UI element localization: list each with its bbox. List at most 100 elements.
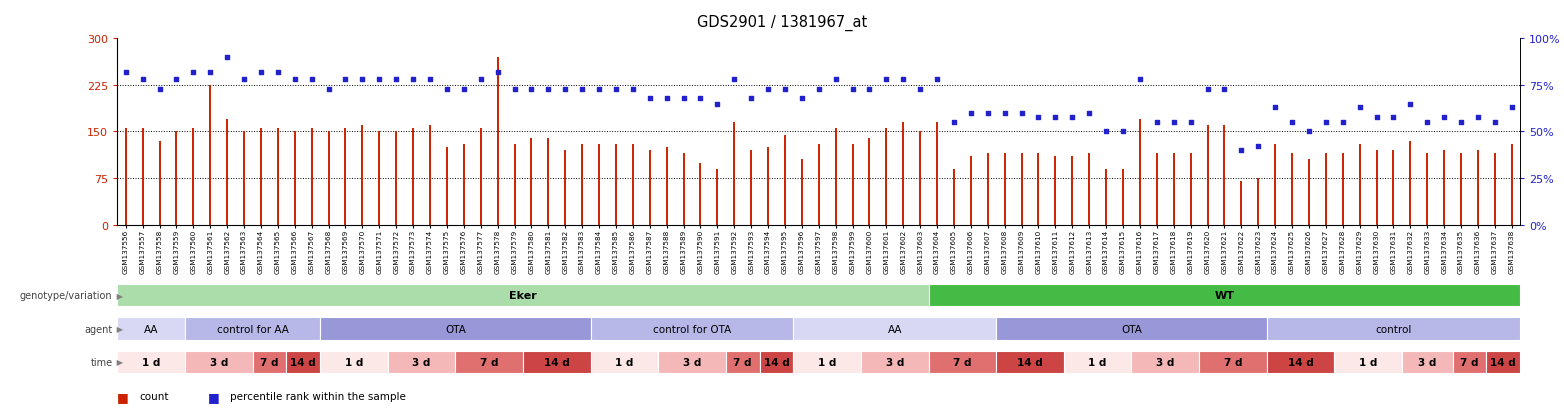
Point: [400, 77, 425, 83]
Text: 3 d: 3 d: [885, 357, 904, 367]
Point: [249, 69, 274, 76]
Bar: [726, 351, 760, 373]
Point: [181, 69, 206, 76]
Bar: [1064, 351, 1131, 373]
Text: control: control: [1375, 324, 1412, 334]
Text: 14 d: 14 d: [763, 357, 790, 367]
Point: [721, 77, 746, 83]
Point: [282, 77, 307, 83]
Point: [1076, 110, 1101, 117]
Point: [1043, 114, 1068, 121]
Bar: [1267, 318, 1520, 340]
Bar: [522, 351, 591, 373]
Bar: [117, 318, 185, 340]
Bar: [286, 351, 321, 373]
Point: [1093, 129, 1118, 135]
Point: [1245, 144, 1270, 150]
Point: [705, 101, 730, 107]
Bar: [252, 351, 286, 373]
Point: [586, 86, 612, 93]
Point: [147, 86, 172, 93]
Point: [485, 69, 510, 76]
Text: 7 d: 7 d: [260, 357, 278, 367]
Point: [1145, 120, 1170, 126]
Point: [1448, 120, 1473, 126]
Bar: [321, 318, 591, 340]
Point: [671, 95, 696, 102]
Bar: [591, 351, 658, 373]
Text: control for OTA: control for OTA: [652, 324, 730, 334]
Text: count: count: [139, 392, 169, 401]
Point: [1060, 114, 1085, 121]
Point: [654, 95, 679, 102]
Point: [197, 69, 222, 76]
Point: [924, 77, 949, 83]
Text: ▶: ▶: [114, 291, 124, 300]
Point: [1483, 120, 1508, 126]
Text: 1 d: 1 d: [344, 357, 363, 367]
Point: [164, 77, 189, 83]
Point: [1415, 120, 1440, 126]
Bar: [185, 351, 252, 373]
Point: [840, 86, 865, 93]
Point: [316, 86, 341, 93]
Point: [383, 77, 408, 83]
Point: [536, 86, 561, 93]
Point: [519, 86, 544, 93]
Point: [350, 77, 375, 83]
Point: [435, 86, 460, 93]
Point: [1364, 114, 1389, 121]
Point: [1212, 86, 1237, 93]
Text: WT: WT: [1214, 291, 1234, 301]
Point: [637, 95, 662, 102]
Text: 1 d: 1 d: [818, 357, 837, 367]
Point: [604, 86, 629, 93]
Text: control for AA: control for AA: [216, 324, 288, 334]
Text: 7 d: 7 d: [952, 357, 971, 367]
Bar: [929, 285, 1520, 307]
Point: [1381, 114, 1406, 121]
Point: [333, 77, 358, 83]
Bar: [996, 351, 1064, 373]
Point: [1347, 104, 1372, 111]
Point: [1178, 120, 1203, 126]
Point: [452, 86, 477, 93]
Text: OTA: OTA: [444, 324, 466, 334]
Point: [1331, 120, 1356, 126]
Bar: [1200, 351, 1267, 373]
Point: [130, 77, 155, 83]
Point: [755, 86, 780, 93]
Point: [1160, 120, 1186, 126]
Text: 7 d: 7 d: [480, 357, 499, 367]
Point: [1314, 120, 1339, 126]
Point: [1398, 101, 1423, 107]
Text: OTA: OTA: [1121, 324, 1142, 334]
Text: 1 d: 1 d: [1359, 357, 1378, 367]
Bar: [929, 351, 996, 373]
Point: [621, 86, 646, 93]
Point: [807, 86, 832, 93]
Point: [502, 86, 527, 93]
Point: [1431, 114, 1456, 121]
Bar: [1453, 351, 1486, 373]
Point: [552, 86, 577, 93]
Point: [823, 77, 848, 83]
Text: ■: ■: [208, 390, 221, 403]
Bar: [455, 351, 522, 373]
Text: Eker: Eker: [510, 291, 536, 301]
Point: [942, 120, 967, 126]
Bar: [760, 351, 793, 373]
Point: [907, 86, 932, 93]
Text: percentile rank within the sample: percentile rank within the sample: [230, 392, 405, 401]
Point: [738, 95, 763, 102]
Text: 14 d: 14 d: [1017, 357, 1043, 367]
Bar: [117, 285, 929, 307]
Bar: [1334, 351, 1401, 373]
Point: [368, 77, 393, 83]
Point: [857, 86, 882, 93]
Point: [874, 77, 899, 83]
Text: ▶: ▶: [114, 324, 124, 333]
Text: 3 d: 3 d: [1419, 357, 1436, 367]
Text: 1 d: 1 d: [1089, 357, 1107, 367]
Point: [299, 77, 324, 83]
